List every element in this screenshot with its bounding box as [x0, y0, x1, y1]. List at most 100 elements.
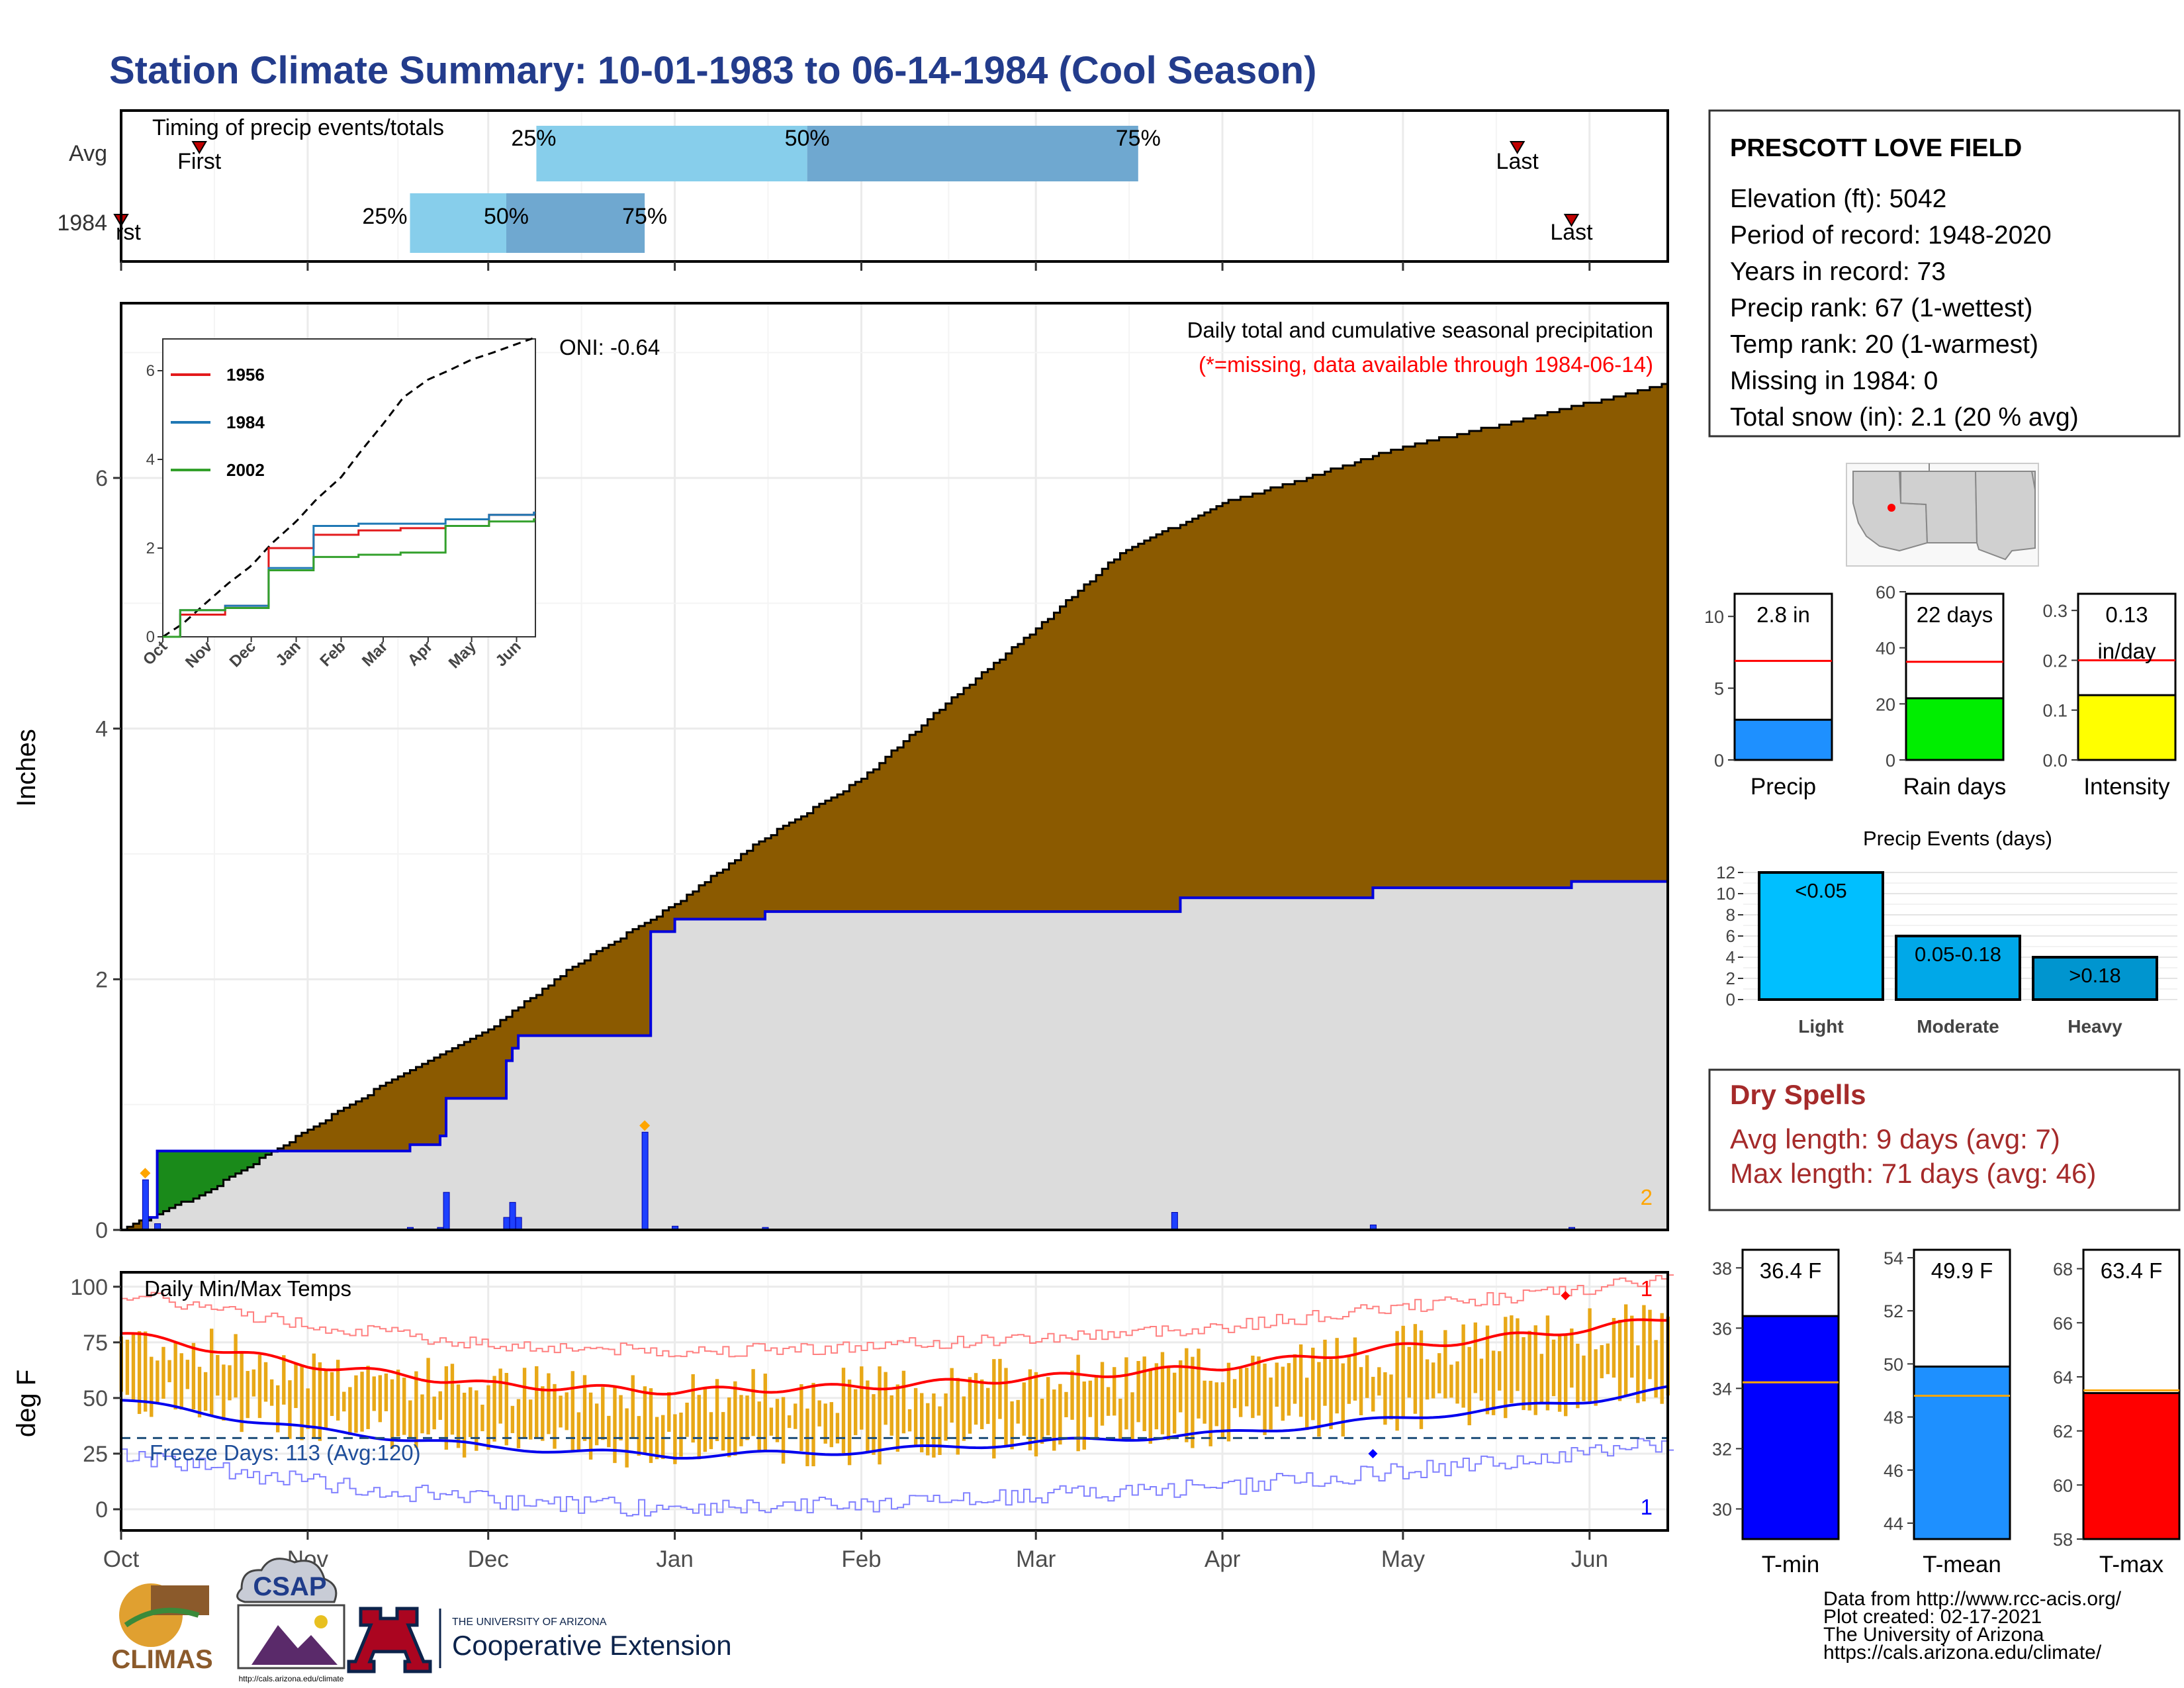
daily-temp-bar — [384, 1373, 388, 1411]
daily-temp-bar — [1413, 1324, 1418, 1414]
daily-temp-bar — [462, 1392, 467, 1458]
temp-corner-bottom: 1 — [1641, 1495, 1653, 1519]
daily-temp-bar — [1208, 1380, 1212, 1446]
daily-temp-bar — [498, 1368, 502, 1424]
timing-bar-25-50 — [536, 126, 807, 181]
record-precip-marker — [140, 1168, 151, 1179]
daily-temp-bar — [661, 1415, 665, 1460]
daily-temp-bar — [1606, 1343, 1610, 1374]
daily-temp-bar — [547, 1373, 551, 1434]
daily-temp-bar — [475, 1390, 478, 1451]
surplus-area — [145, 1150, 278, 1221]
daily-temp-bar — [625, 1408, 629, 1468]
daily-temp-bar — [1052, 1389, 1056, 1451]
daily-temp-bar — [143, 1331, 148, 1412]
daily-temp-bar — [426, 1358, 430, 1434]
daily-temp-bar — [1124, 1357, 1128, 1430]
daily-temp-bar — [691, 1374, 695, 1443]
timing-label-25: 25% — [511, 126, 556, 151]
daily-temp-bar — [276, 1385, 280, 1432]
daily-temp-bar — [1630, 1315, 1634, 1378]
daily-temp-bar — [1371, 1376, 1375, 1412]
daily-temp-bar — [251, 1369, 256, 1397]
current-season-area — [121, 881, 1668, 1230]
daily-temp-bar — [516, 1399, 521, 1448]
station-location-marker — [1888, 504, 1895, 512]
record-max-line — [121, 1274, 1674, 1358]
daily-temp-bar — [1612, 1318, 1616, 1378]
station-line-precip-rank: Precip rank: 67 (1-wettest) — [1730, 294, 2032, 322]
daily-temp-bar — [288, 1380, 292, 1439]
daily-temp-bar — [992, 1359, 996, 1459]
events-ytick-label: 10 — [1716, 884, 1735, 904]
daily-temp-bar — [889, 1395, 893, 1436]
daily-temp-bar — [378, 1375, 383, 1423]
daily-temp-bar — [751, 1369, 755, 1436]
summary-bar-tick-label: 40 — [1876, 639, 1895, 659]
timing-bar-25-50 — [410, 193, 506, 253]
daily-temp-bar — [354, 1375, 358, 1433]
daily-temp-bar — [932, 1393, 936, 1458]
daily-temp-bar — [1238, 1368, 1243, 1417]
first-event-label: First — [177, 149, 222, 174]
temp-ytick-label: 100 — [70, 1275, 108, 1300]
daily-temp-bar — [956, 1378, 960, 1455]
daily-temp-bar — [306, 1388, 310, 1429]
daily-temp-bar — [390, 1379, 394, 1449]
daily-precip-bar — [515, 1217, 522, 1231]
timing-label-75: 75% — [622, 204, 667, 229]
temp-summary-bars: 30 32 34 36 38 36.4 F T-min 44 46 48 50 52 54 49.9 F T… — [1712, 1248, 2181, 1577]
events-bar — [2032, 956, 2158, 1001]
daily-temp-bar — [216, 1354, 220, 1396]
month-label: Jun — [1571, 1546, 1608, 1572]
locator-map — [1846, 463, 2039, 567]
daily-precip-bar — [443, 1192, 450, 1231]
daily-temp-bar — [222, 1364, 226, 1421]
daily-temp-bar — [1154, 1363, 1159, 1430]
precip-panel: 0 2 4 6 Inches Daily total and cumulative s… — [12, 302, 1669, 1243]
inset-ytick-label: 0 — [146, 628, 155, 646]
daily-temp-bar — [733, 1381, 737, 1456]
ua-logo: A THE UNIVERSITY OF ARIZONA Cooperative … — [347, 1607, 732, 1673]
daily-temp-bar — [1582, 1355, 1586, 1401]
daily-temp-bar — [1564, 1335, 1568, 1417]
inset-series-line — [163, 518, 535, 638]
daily-temp-bar — [823, 1403, 827, 1444]
daily-temp-bar — [559, 1395, 563, 1428]
inset-legend-label: 1956 — [226, 365, 265, 385]
daily-temp-bar — [655, 1417, 659, 1460]
daily-temp-bar — [1479, 1358, 1484, 1401]
record-high-marker — [1561, 1291, 1570, 1301]
daily-temp-bar — [685, 1402, 689, 1437]
timing-label-50: 50% — [785, 126, 830, 151]
daily-temp-bar — [1226, 1362, 1231, 1442]
average-cumulative-line — [121, 383, 1668, 1231]
daily-temp-bar — [1220, 1382, 1225, 1438]
events-ytick-label: 12 — [1716, 863, 1735, 882]
temp-summary-tick-label: 48 — [1884, 1408, 1903, 1428]
daily-temp-bar — [1485, 1325, 1490, 1415]
temp-summary-tick-label: 30 — [1712, 1499, 1732, 1519]
daily-temp-bar — [1557, 1334, 1562, 1412]
ua-logo-line2: Cooperative Extension — [452, 1630, 732, 1661]
month-label: Apr — [1205, 1546, 1241, 1572]
daily-temp-bar — [161, 1346, 165, 1399]
temp-summary-tick-label: 58 — [2053, 1530, 2073, 1550]
daily-temp-bar — [727, 1397, 731, 1458]
inset-ytick-label: 6 — [146, 362, 155, 380]
precip-ylabel: Inches — [12, 729, 41, 807]
daily-temp-bar — [1497, 1351, 1502, 1391]
dry-spells-box: Dry Spells Avg length: 9 days (avg: 7) M… — [1708, 1068, 2181, 1211]
daily-temp-bar — [1323, 1339, 1327, 1406]
daily-temp-bar — [1100, 1362, 1105, 1426]
daily-temp-bar — [907, 1409, 912, 1432]
daily-temp-bar — [1245, 1368, 1249, 1407]
timing-row-year-label: 1984 — [57, 211, 107, 236]
dry-spells-max: Max length: 71 days (avg: 46) — [1730, 1158, 2096, 1189]
summary-bar-tick-label: 0.2 — [2042, 651, 2068, 671]
daily-temp-bar — [197, 1366, 202, 1418]
temp-summary-tick-label: 68 — [2053, 1260, 2073, 1280]
daily-temp-bar — [709, 1412, 713, 1450]
temp-summary-tick-label: 38 — [1712, 1258, 1732, 1278]
daily-temp-bar — [878, 1366, 882, 1465]
